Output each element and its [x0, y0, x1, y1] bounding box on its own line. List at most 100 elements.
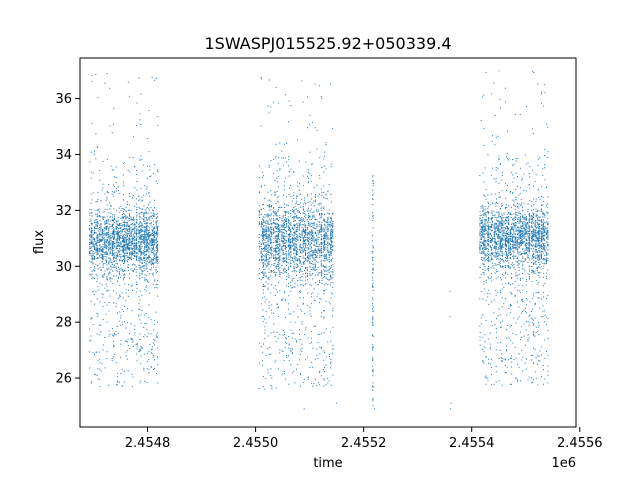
- data-point: [330, 229, 332, 231]
- data-point: [482, 242, 484, 244]
- data-point: [96, 221, 98, 223]
- data-point: [262, 177, 264, 179]
- data-point: [309, 274, 311, 276]
- data-point: [102, 211, 104, 213]
- data-point: [264, 246, 266, 248]
- data-point: [321, 230, 323, 232]
- data-point: [274, 235, 276, 237]
- data-point: [143, 239, 145, 241]
- data-point: [95, 225, 97, 227]
- data-point: [332, 233, 334, 235]
- data-point: [145, 212, 147, 214]
- data-point: [286, 246, 288, 248]
- data-point: [94, 229, 96, 231]
- data-point: [270, 385, 272, 387]
- data-point: [145, 246, 147, 248]
- data-point: [267, 335, 269, 337]
- data-point: [135, 125, 137, 126]
- data-point: [146, 242, 148, 244]
- data-point: [152, 249, 154, 251]
- data-point: [153, 283, 155, 285]
- data-point: [304, 225, 306, 227]
- data-point: [281, 350, 283, 352]
- data-point: [96, 265, 98, 267]
- data-point: [301, 226, 303, 228]
- data-point: [328, 209, 330, 211]
- data-point: [105, 235, 107, 237]
- data-point: [144, 226, 146, 228]
- data-point: [327, 229, 329, 231]
- data-point: [304, 215, 306, 217]
- data-point: [312, 235, 314, 237]
- data-point: [122, 199, 124, 201]
- data-point: [132, 253, 134, 255]
- data-point: [129, 220, 131, 222]
- data-point: [330, 248, 332, 250]
- data-point: [479, 331, 481, 333]
- data-point: [129, 248, 131, 249]
- data-point: [327, 224, 329, 226]
- data-point: [157, 235, 159, 237]
- data-point: [97, 238, 99, 240]
- data-point: [149, 292, 151, 294]
- data-point: [94, 220, 96, 222]
- data-point: [291, 234, 293, 236]
- data-point: [306, 236, 308, 238]
- data-point: [130, 245, 132, 247]
- data-point: [290, 215, 292, 217]
- data-point: [139, 232, 141, 234]
- data-point: [313, 211, 315, 213]
- data-point: [482, 251, 484, 253]
- data-point: [151, 233, 153, 235]
- data-point: [106, 215, 108, 217]
- data-point: [264, 225, 266, 227]
- data-point: [330, 224, 332, 226]
- data-point: [151, 251, 153, 253]
- data-point: [157, 169, 159, 171]
- data-point: [106, 278, 108, 280]
- data-point: [323, 185, 325, 187]
- data-point: [313, 200, 315, 202]
- data-point: [312, 232, 314, 234]
- data-point: [146, 239, 148, 241]
- data-point: [261, 248, 262, 250]
- data-point: [151, 232, 153, 234]
- data-point: [113, 275, 115, 277]
- data-point: [284, 219, 286, 221]
- data-point: [149, 260, 151, 262]
- data-point: [323, 370, 325, 372]
- data-point: [115, 226, 117, 228]
- data-point: [297, 259, 299, 261]
- data-point: [90, 241, 92, 243]
- data-point: [113, 230, 115, 232]
- data-point: [130, 247, 132, 249]
- data-point: [271, 271, 273, 273]
- data-point: [117, 241, 119, 243]
- data-point: [287, 347, 289, 349]
- data-point: [267, 283, 269, 285]
- data-point: [288, 245, 290, 247]
- data-point: [97, 210, 99, 212]
- data-point: [143, 212, 145, 214]
- data-point: [141, 229, 143, 231]
- data-point: [150, 349, 152, 351]
- data-point: [305, 228, 307, 230]
- data-point: [309, 258, 311, 260]
- data-point: [294, 338, 296, 340]
- data-point: [319, 370, 321, 372]
- data-point: [258, 215, 260, 217]
- data-point: [314, 254, 316, 256]
- data-point: [129, 228, 131, 230]
- data-point: [277, 162, 279, 164]
- data-point: [287, 213, 289, 215]
- data-point: [306, 260, 308, 262]
- data-point: [91, 235, 93, 237]
- data-point: [323, 310, 325, 312]
- data-point: [127, 240, 129, 242]
- data-point: [139, 338, 141, 340]
- data-point: [332, 348, 334, 350]
- data-point: [306, 268, 308, 270]
- data-point: [265, 260, 267, 262]
- data-point: [94, 373, 96, 375]
- data-point: [130, 337, 132, 339]
